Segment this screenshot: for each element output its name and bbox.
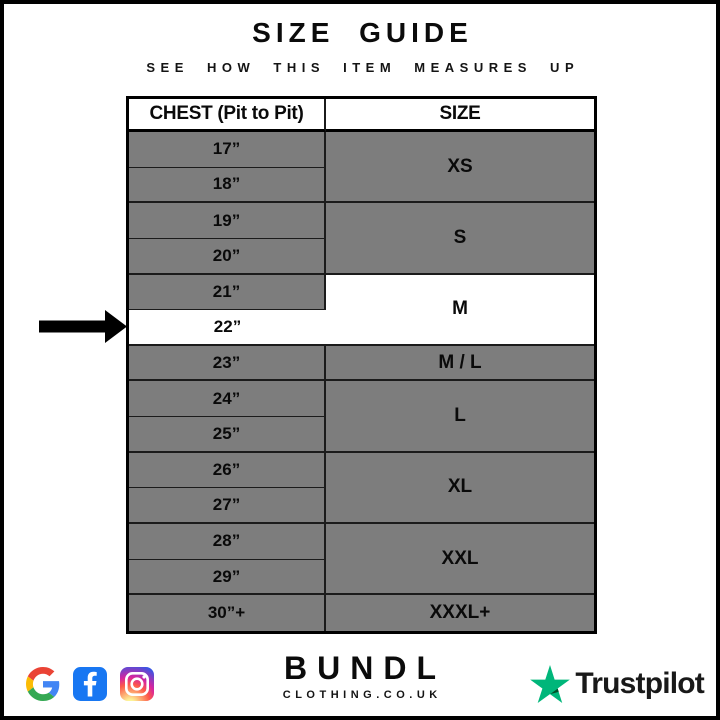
chest-measurement-cell: 19” (129, 203, 326, 239)
size-label-cell: S (326, 203, 594, 275)
chest-measurement-cell: 27” (129, 488, 326, 525)
chest-measurement-cell: 17” (129, 132, 326, 168)
chest-measurement-cell: 22” (129, 310, 326, 346)
chest-measurement-cell: 21” (129, 274, 326, 311)
trustpilot-star-icon (530, 665, 571, 703)
chest-measurement-cell: 24” (129, 381, 326, 418)
chest-measurement-cell: 26” (129, 452, 326, 489)
brand-name: BUNDL (284, 650, 446, 686)
chest-measurement-cell: 18” (129, 167, 326, 204)
size-label-cell: XS (326, 132, 594, 204)
chest-measurement-cell: 20” (129, 238, 326, 275)
brand-logo: BUNDL CLOTHING.CO.UK (4, 650, 716, 701)
size-label-cell: XL (326, 452, 594, 525)
trustpilot-wordmark: Trustpilot (575, 667, 704, 700)
chest-measurement-cell: 30”+ (129, 595, 326, 631)
facebook-icon (73, 667, 107, 701)
brand-domain: CLOTHING.CO.UK (282, 689, 442, 701)
size-table: CHEST (Pit to Pit) SIZE 17” 18” XS 19” 20” S 2… (126, 96, 597, 634)
trustpilot-logo: Trustpilot (530, 665, 705, 703)
chest-column-header: CHEST (Pit to Pit) (129, 99, 326, 132)
google-icon (26, 667, 60, 701)
size-label-cell: M / L (326, 345, 594, 382)
chest-measurement-cell: 29” (129, 559, 326, 596)
social-icons (26, 667, 154, 701)
instagram-icon (120, 667, 154, 701)
chest-measurement-cell: 25” (129, 417, 326, 453)
page-title: SIZE GUIDE (252, 17, 473, 48)
chest-measurement-cell: 28” (129, 524, 326, 560)
size-label-cell: L (326, 381, 594, 453)
chest-measurement-cell: 23” (129, 345, 326, 382)
size-column-header: SIZE (326, 99, 594, 132)
selected-row-arrow-icon (39, 310, 127, 343)
size-label-cell: XXL (326, 524, 594, 596)
size-label-cell: M (326, 274, 594, 346)
size-label-cell: XXXL+ (326, 595, 594, 631)
page-subtitle: SEE HOW THIS ITEM MEASURES UP (146, 60, 580, 75)
